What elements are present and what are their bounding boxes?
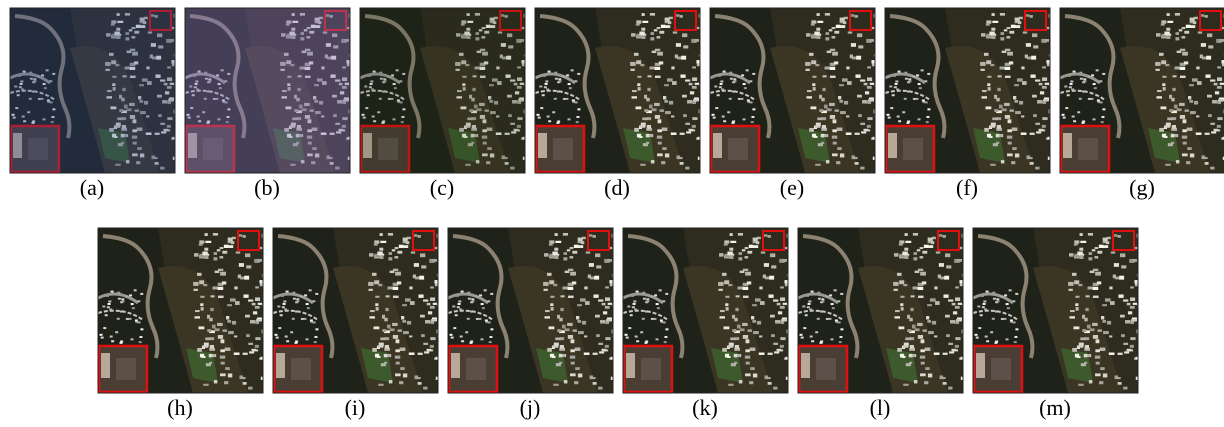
image-panel	[535, 8, 704, 173]
image-panel	[98, 228, 267, 393]
panel-label: (g)	[1129, 175, 1155, 200]
figure: (a) (b) (c) (d) (e) (f) (g) (h) (i) (j) (k) (l) (m)	[0, 0, 1224, 427]
panel-label: (i)	[345, 395, 366, 420]
image-panel	[448, 228, 617, 393]
panel-label: (m)	[1039, 395, 1071, 420]
panel-label: (b)	[254, 175, 280, 200]
panel-label: (f)	[956, 175, 978, 200]
image-panel	[10, 8, 179, 173]
image-panel	[1060, 8, 1224, 173]
image-panel	[273, 228, 442, 393]
panel-label: (d)	[604, 175, 630, 200]
image-panel	[885, 8, 1054, 173]
image-panel	[185, 8, 354, 173]
image-panel	[710, 8, 879, 173]
panel-label: (h)	[167, 395, 193, 420]
panel-label: (e)	[780, 175, 804, 200]
image-panel	[973, 228, 1142, 393]
image-panel	[360, 8, 529, 173]
image-panel	[623, 228, 792, 393]
panel-label: (l)	[870, 395, 891, 420]
image-panel	[798, 228, 967, 393]
panel-label: (j)	[520, 395, 541, 420]
panel-label: (k)	[692, 395, 718, 420]
panel-label: (a)	[80, 175, 104, 200]
panel-label: (c)	[430, 175, 454, 200]
